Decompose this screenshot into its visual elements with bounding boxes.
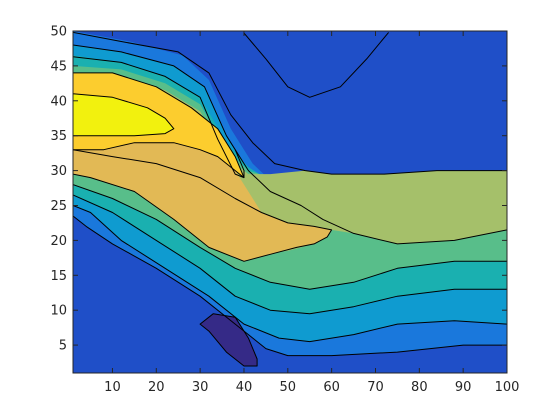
contour-line-9 [243,32,389,98]
y-tick-label: 35 [50,129,67,144]
y-tick-label: 40 [50,94,67,109]
axes-box [72,30,508,374]
contour-line-7 [73,205,507,343]
contour-band-basin [73,216,507,373]
plot-area [72,30,508,374]
x-tick-label: 10 [104,380,121,395]
contour-line-2 [73,44,507,245]
x-axis: 10 20 30 40 50 60 70 80 90 100 [104,31,519,395]
x-tick-label: 70 [367,380,384,395]
contour-region-3 [73,93,174,136]
y-tick-label: 20 [50,234,67,249]
x-tick-label: 90 [455,380,472,395]
contour-line-6 [73,194,507,315]
x-tick-label: 60 [323,380,340,395]
contour-line-1 [73,31,507,175]
y-tick-label: 10 [50,304,67,319]
x-tick-label: 50 [280,380,297,395]
y-axis: 5 10 15 20 25 30 35 40 45 50 [50,25,507,354]
contour-region-outline-1 [199,313,258,367]
contour-band-top-dip [244,31,393,98]
contour-line-3 [73,56,245,179]
contour-lines [73,31,507,367]
contour-region-outline-3 [73,93,175,137]
y-tick-label: 25 [50,199,67,214]
x-tick-label: 80 [411,380,428,395]
y-tick-label: 5 [59,339,67,354]
x-tick-label: 40 [236,380,253,395]
contour-regions [73,31,507,373]
contour-line-8 [73,215,507,357]
y-tick-label: 30 [50,164,67,179]
x-tick-label: 100 [495,380,520,395]
y-tick-label: 50 [50,25,67,40]
contour-line-4 [73,149,333,262]
x-tick-label: 30 [192,380,209,395]
contour-region-outline-2 [73,72,245,179]
y-tick-label: 45 [50,59,67,74]
y-tick-label: 15 [50,269,67,284]
x-tick-label: 20 [148,380,165,395]
contour-region-1 [200,313,258,366]
contour-line-5 [73,184,507,290]
